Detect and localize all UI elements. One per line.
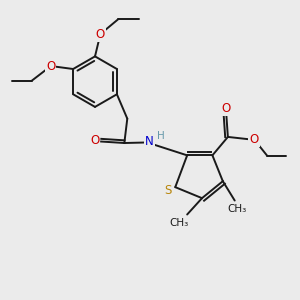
Text: O: O bbox=[249, 133, 259, 146]
Text: N: N bbox=[145, 135, 154, 148]
Text: CH₃: CH₃ bbox=[227, 204, 247, 214]
Text: O: O bbox=[222, 103, 231, 116]
Text: CH₃: CH₃ bbox=[169, 218, 188, 228]
Text: O: O bbox=[96, 28, 105, 40]
Text: O: O bbox=[46, 59, 56, 73]
Text: H: H bbox=[157, 131, 164, 142]
Text: O: O bbox=[90, 134, 99, 146]
Text: S: S bbox=[164, 184, 172, 197]
